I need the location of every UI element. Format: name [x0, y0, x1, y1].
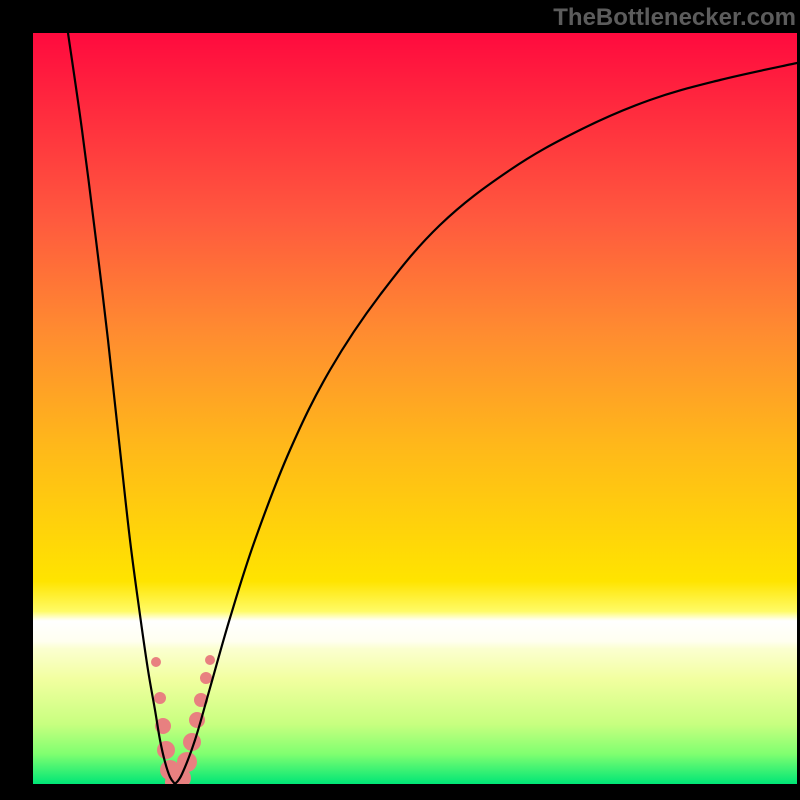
watermark-text: TheBottlenecker.com — [553, 4, 796, 32]
gradient-background — [33, 33, 797, 784]
plot-area — [33, 33, 797, 784]
chart-container: TheBottlenecker.com — [0, 0, 800, 800]
